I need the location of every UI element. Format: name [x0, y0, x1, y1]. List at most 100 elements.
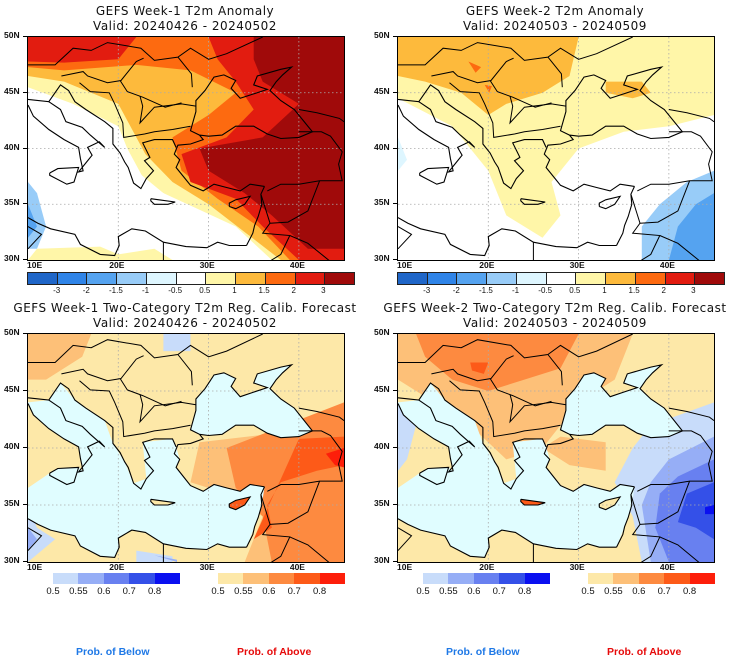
country-border: [298, 109, 344, 123]
lat-tick: [393, 91, 397, 93]
lon-label: 40E: [289, 562, 305, 572]
prob-above-region: [542, 436, 606, 471]
colorbar-swatch: [457, 273, 488, 284]
map-svg: [398, 37, 714, 260]
lat-tick: [23, 390, 27, 391]
lon-label: 40E: [659, 562, 675, 572]
anomaly-region: [668, 193, 714, 260]
prob-above-colorbar: [218, 573, 346, 584]
country-border: [28, 334, 263, 363]
lon-label: 10E: [397, 260, 413, 270]
sea-mask: [398, 383, 635, 558]
coastline: [49, 466, 80, 486]
lat-tick: [23, 333, 27, 334]
lon-label: 30E: [569, 260, 585, 270]
colorbar-swatch: [638, 573, 665, 584]
colorbar-swatch: [319, 573, 346, 584]
lat-label: 50N: [4, 30, 20, 40]
lat-tick: [23, 36, 27, 37]
coastline: [398, 518, 617, 558]
colorbar-swatch: [588, 573, 614, 584]
country-border: [659, 536, 700, 562]
colorbar-swatch: [218, 573, 244, 584]
colorbar-label: -1.5: [109, 286, 123, 295]
lat-label: 45N: [4, 85, 20, 96]
prob-above-region: [470, 362, 489, 374]
colorbar-swatch: [53, 573, 79, 584]
colorbar-swatch: [473, 573, 500, 584]
colorbar-label: 1: [602, 286, 607, 295]
coastline: [28, 382, 177, 490]
colorbar-label: 0.5: [581, 586, 595, 597]
colorbar-swatch: [103, 573, 130, 584]
country-border: [637, 131, 713, 192]
map-svg: [398, 334, 714, 562]
coastline: [28, 399, 106, 473]
lat-label: 35N: [374, 197, 390, 208]
lat-label: 40N: [374, 141, 390, 152]
colorbar-label: 0.7: [657, 586, 671, 597]
country-border: [177, 56, 193, 88]
panel-title: GEFS Week-2 T2m Anomaly: [465, 4, 645, 18]
prob-above-label-right: Prob. of Above: [607, 646, 682, 658]
colorbar-swatch: [499, 573, 525, 584]
colorbar-label: 0.5: [211, 586, 225, 597]
sea-mask: [253, 364, 292, 389]
lat-label: 50N: [374, 30, 390, 40]
lat-tick: [393, 333, 397, 334]
lat-tick: [393, 36, 397, 37]
coastline: [228, 496, 252, 511]
colorbar-swatch: [117, 273, 147, 284]
colorbar-label: 0.6: [97, 586, 111, 597]
colorbar-label: 0.55: [69, 586, 88, 597]
colorbar-swatch: [325, 273, 355, 284]
map-area: [397, 36, 715, 261]
colorbar-label: -2: [452, 286, 460, 295]
country-border: [28, 527, 43, 551]
lon-label: 10E: [27, 260, 43, 270]
panel-valid-dates: Valid: 20240503 - 20240509: [463, 19, 647, 33]
map-svg: [28, 37, 344, 260]
coastline: [419, 166, 450, 185]
lon-label: 10E: [397, 562, 413, 572]
country-border: [398, 37, 633, 66]
coastline: [173, 66, 314, 192]
lat-tick: [23, 447, 27, 448]
panel-week1-prob: GEFS Week-1 Two-Category T2m Reg. Calib.…: [0, 297, 370, 601]
lat-tick: [393, 259, 397, 260]
colorbar-label: 0.5: [46, 586, 60, 597]
lat-label: 40N: [374, 441, 390, 451]
prob-above-colorbar: [588, 573, 716, 584]
coastline: [398, 217, 617, 257]
lat-label: 40N: [4, 141, 20, 152]
anomaly-region: [28, 246, 173, 260]
crete-fill: [150, 499, 176, 505]
panel-valid-dates: Valid: 20240426 - 20240502: [93, 19, 277, 33]
country-border: [28, 37, 263, 66]
coastline: [543, 363, 684, 492]
map-area: [27, 36, 345, 261]
colorbar-label: 1.5: [258, 286, 270, 295]
colorbar-label: 0.8: [682, 586, 697, 597]
country-border: [668, 407, 714, 421]
prob-below-label-right: Prob. of Below: [446, 646, 520, 658]
lon-label: 20E: [109, 562, 125, 572]
colorbar-swatch: [57, 273, 88, 284]
colorbar-swatch: [176, 273, 207, 284]
lat-label: 45N: [374, 384, 390, 394]
coastline: [598, 195, 622, 210]
country-border: [431, 355, 514, 382]
colorbar-label: 0.5: [569, 286, 581, 295]
colorbar-label: 0.8: [517, 586, 532, 597]
coastline: [398, 382, 547, 490]
country-border: [489, 80, 552, 108]
colorbar-label: 2: [291, 286, 296, 295]
colorbar-label: -0.5: [168, 286, 183, 295]
anomaly-region: [398, 37, 579, 115]
colorbar-label: 0.7: [492, 586, 506, 597]
country-border: [431, 57, 514, 84]
country-border: [267, 430, 343, 492]
coastline: [28, 101, 106, 173]
anomaly-region: [398, 137, 407, 171]
anomaly-region: [605, 81, 651, 99]
